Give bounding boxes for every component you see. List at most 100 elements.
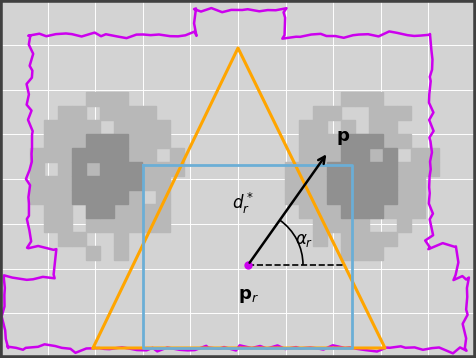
Bar [383,190,397,204]
Bar [72,106,86,120]
Bar [368,176,383,190]
Bar [368,148,383,162]
Bar [86,148,100,162]
Bar [340,246,355,260]
Bar [86,190,100,204]
Bar [156,120,170,134]
Bar [114,176,128,190]
Bar [313,134,327,148]
Bar [383,106,397,120]
Bar [30,176,44,190]
Bar [86,134,100,148]
Text: $\alpha_r$: $\alpha_r$ [295,231,313,249]
Bar [397,162,410,176]
Bar [355,176,368,190]
Bar [383,232,397,246]
Bar [368,204,383,218]
Bar [86,204,100,218]
Bar [383,148,397,162]
Bar [340,148,355,162]
Bar [313,176,327,190]
Bar [383,120,397,134]
Bar [355,148,368,162]
Bar [313,190,327,204]
Bar [327,148,340,162]
Bar [128,120,142,134]
Bar [44,176,58,190]
Bar [340,176,355,190]
Bar [114,246,128,260]
Bar [340,92,355,106]
Bar [368,190,383,204]
Bar [86,162,100,176]
Bar [355,190,368,204]
Bar [298,190,313,204]
Bar [340,134,355,148]
Bar [425,148,438,162]
Bar [410,162,425,176]
Bar [114,106,128,120]
Bar [30,190,44,204]
Bar [298,204,313,218]
Bar [100,190,114,204]
Bar [86,204,100,218]
Bar [100,162,114,176]
Bar [368,92,383,106]
Bar [327,190,340,204]
Bar [410,204,425,218]
Bar [355,218,368,232]
Bar [170,148,184,162]
Text: $\mathbf{p}_r$: $\mathbf{p}_r$ [238,287,258,305]
Bar [142,218,156,232]
Bar [397,176,410,190]
Bar [340,176,355,190]
Bar [142,176,156,190]
Bar [100,134,114,148]
Bar [72,120,86,134]
Bar [340,120,355,134]
Bar [397,190,410,204]
Bar [410,148,425,162]
Text: $\mathbf{p}$: $\mathbf{p}$ [336,129,350,147]
Bar [327,162,340,176]
Bar [86,176,100,190]
Bar [340,218,355,232]
Bar [114,134,128,148]
Bar [72,176,86,190]
Bar [114,218,128,232]
Bar [383,134,397,148]
Bar [313,218,327,232]
Bar [368,120,383,134]
Bar [128,134,142,148]
Bar [114,92,128,106]
Bar [397,204,410,218]
Bar [368,232,383,246]
Bar [298,134,313,148]
Bar [100,190,114,204]
Bar [368,106,383,120]
Bar [355,162,368,176]
Bar [128,148,142,162]
Bar [86,120,100,134]
Bar [156,190,170,204]
Bar [383,204,397,218]
Bar [114,162,128,176]
Bar [44,148,58,162]
Bar [340,232,355,246]
Bar [100,176,114,190]
Bar [128,176,142,190]
Bar [368,134,383,148]
Bar [142,120,156,134]
Bar [58,120,72,134]
Bar [340,148,355,162]
Bar [114,148,128,162]
Bar [368,162,383,176]
Bar [340,162,355,176]
Bar [383,176,397,190]
Bar [58,190,72,204]
Bar [114,176,128,190]
Bar [355,162,368,176]
Bar [327,176,340,190]
Bar [298,176,313,190]
Bar [170,162,184,176]
